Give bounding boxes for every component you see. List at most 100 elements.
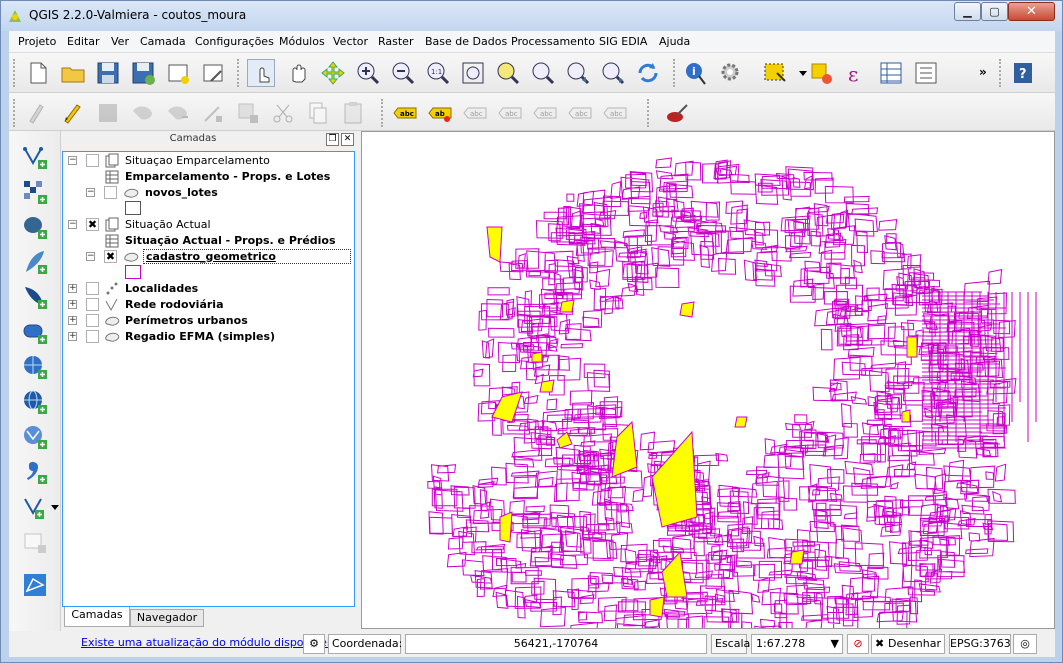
zoom-full-button[interactable]	[459, 59, 487, 87]
layer-group-situacao-emparcelamento[interactable]: − Situaçao Emparcelamento	[63, 153, 353, 169]
add-oracle-layer-button[interactable]	[21, 318, 49, 346]
delete-selected-button[interactable]	[234, 99, 262, 127]
layer-cadastro-geometrico[interactable]: − ✖ cadastro_geometrico	[63, 249, 353, 265]
title-bar[interactable]: QGIS 2.2.0-Valmiera - coutos_moura ▁ ▢ ✕	[1, 1, 1062, 31]
save-as-button[interactable]	[129, 59, 157, 87]
pan-to-selection-button[interactable]	[319, 59, 347, 87]
selected-parcel[interactable]	[559, 299, 575, 313]
cut-features-button[interactable]	[269, 99, 297, 127]
zoom-to-layer-button[interactable]	[529, 59, 557, 87]
deselect-features-button[interactable]	[807, 59, 835, 87]
group-visibility-checkbox[interactable]	[86, 154, 99, 167]
open-project-button[interactable]	[59, 59, 87, 87]
collapse-icon[interactable]: −	[86, 187, 95, 197]
layer-visibility-checkbox[interactable]: ✖	[104, 250, 117, 263]
expand-icon[interactable]: +	[68, 315, 77, 325]
add-wms-layer-button[interactable]	[21, 353, 49, 381]
menu-ver[interactable]: Ver	[111, 35, 129, 48]
copy-features-button[interactable]	[304, 99, 332, 127]
add-delimited-text-layer-button[interactable]	[21, 458, 49, 486]
collapse-icon[interactable]: −	[86, 251, 95, 261]
rotate-label-button[interactable]: abc	[566, 99, 594, 127]
selected-parcel[interactable]	[649, 596, 665, 618]
move-feature-button[interactable]	[164, 99, 192, 127]
coordinate-field[interactable]: 56421,-170764	[405, 634, 707, 654]
menu-base-de-dados[interactable]: Base de Dados	[425, 35, 508, 48]
selected-parcel[interactable]	[491, 391, 523, 423]
add-feature-button[interactable]	[129, 99, 157, 127]
plugin-tool-button[interactable]	[663, 99, 691, 127]
toolbar-grip[interactable]	[999, 59, 1003, 87]
layer-group-situacao-actual-props[interactable]: Situação Actual - Props. e Prédios	[63, 233, 353, 249]
panel-float-button[interactable]: ❐	[326, 133, 339, 146]
composer-manager-button[interactable]	[199, 59, 227, 87]
zoom-native-button[interactable]: 1:1	[424, 59, 452, 87]
menu-processamento[interactable]: Processamento	[511, 35, 595, 48]
zoom-out-button[interactable]	[389, 59, 417, 87]
zoom-next-button[interactable]	[599, 59, 627, 87]
add-postgis-layer-button[interactable]	[21, 213, 49, 241]
new-print-composer-button[interactable]	[164, 59, 192, 87]
collapse-icon[interactable]: −	[68, 219, 77, 229]
selected-parcel[interactable]	[611, 420, 638, 478]
toolbar-grip[interactable]	[673, 59, 677, 87]
selected-parcel[interactable]	[661, 550, 688, 598]
menu-modulos[interactable]: Módulos	[279, 35, 325, 48]
layer-regadio-efma[interactable]: + Regadio EFMA (simples)	[63, 329, 353, 345]
selected-parcel[interactable]	[734, 416, 748, 428]
toolbar-grip[interactable]	[13, 59, 17, 87]
expand-icon[interactable]: +	[68, 299, 77, 309]
layer-visibility-checkbox[interactable]	[86, 314, 99, 327]
layer-rede-rodoviaria[interactable]: + Rede rodoviária	[63, 297, 353, 313]
selected-parcel[interactable]	[539, 379, 555, 393]
menu-projeto[interactable]: Projeto	[18, 35, 57, 48]
menu-configuracoes[interactable]: Configurações	[195, 35, 274, 48]
current-edits-button[interactable]	[24, 99, 52, 127]
crs-globe-button[interactable]: ◎	[1013, 634, 1037, 654]
selected-parcel[interactable]	[651, 430, 698, 528]
refresh-button[interactable]	[634, 59, 662, 87]
layer-group-emparcelamento[interactable]: Emparcelamento - Props. e Lotes	[63, 169, 353, 185]
selected-parcel[interactable]	[789, 549, 805, 565]
layer-visibility-checkbox[interactable]	[104, 186, 117, 199]
run-feature-action-button[interactable]	[717, 59, 745, 87]
expand-icon[interactable]: +	[68, 331, 77, 341]
toolbar-overflow-button[interactable]: »	[979, 65, 987, 79]
toolbar-grip[interactable]	[237, 59, 241, 87]
add-raster-layer-button[interactable]	[21, 178, 49, 206]
attribute-table-button[interactable]	[877, 59, 905, 87]
add-vector-layer-button[interactable]	[21, 143, 49, 171]
node-tool-button[interactable]	[199, 99, 227, 127]
parcel-map[interactable]	[362, 132, 1055, 629]
selected-parcel[interactable]	[486, 226, 503, 263]
group-visibility-checkbox[interactable]: ✖	[86, 218, 99, 231]
menu-ajuda[interactable]: Ajuda	[659, 35, 691, 48]
menu-editar[interactable]: Editar	[67, 35, 100, 48]
layer-labeling-button[interactable]: abc	[391, 99, 419, 127]
selected-parcel[interactable]	[531, 351, 543, 363]
tab-navegador[interactable]: Navegador	[130, 609, 204, 627]
layer-group-situacao-actual[interactable]: − ✖ Situação Actual	[63, 217, 353, 233]
toggle-editing-button[interactable]	[59, 99, 87, 127]
map-canvas[interactable]	[361, 131, 1055, 629]
statistical-summary-button[interactable]	[912, 59, 940, 87]
select-features-dropdown[interactable]	[789, 59, 807, 87]
layer-localidades[interactable]: + Localidades	[63, 281, 353, 297]
help-contents-button[interactable]: ?	[1009, 59, 1037, 87]
selected-parcel[interactable]	[906, 336, 918, 358]
paste-features-button[interactable]	[339, 99, 367, 127]
minimize-button[interactable]: ▁	[954, 2, 981, 21]
layer-visibility-checkbox[interactable]	[86, 298, 99, 311]
field-calculator-button[interactable]: ε	[842, 59, 870, 87]
show-hide-labels-button[interactable]: abc	[496, 99, 524, 127]
toolbar-grip[interactable]	[647, 99, 651, 127]
messages-button[interactable]: ⚙	[303, 634, 325, 654]
expand-icon[interactable]: +	[68, 283, 77, 293]
touch-zoom-pan-button[interactable]	[247, 59, 275, 87]
plugin-update-link[interactable]: Existe uma atualização do módulo disponí…	[81, 636, 330, 649]
stop-render-button[interactable]: ⊘	[847, 634, 869, 654]
move-label-button[interactable]: abc	[531, 99, 559, 127]
zoom-to-selection-button[interactable]	[494, 59, 522, 87]
menu-camada[interactable]: Camada	[140, 35, 186, 48]
save-layer-edits-button[interactable]	[94, 99, 122, 127]
